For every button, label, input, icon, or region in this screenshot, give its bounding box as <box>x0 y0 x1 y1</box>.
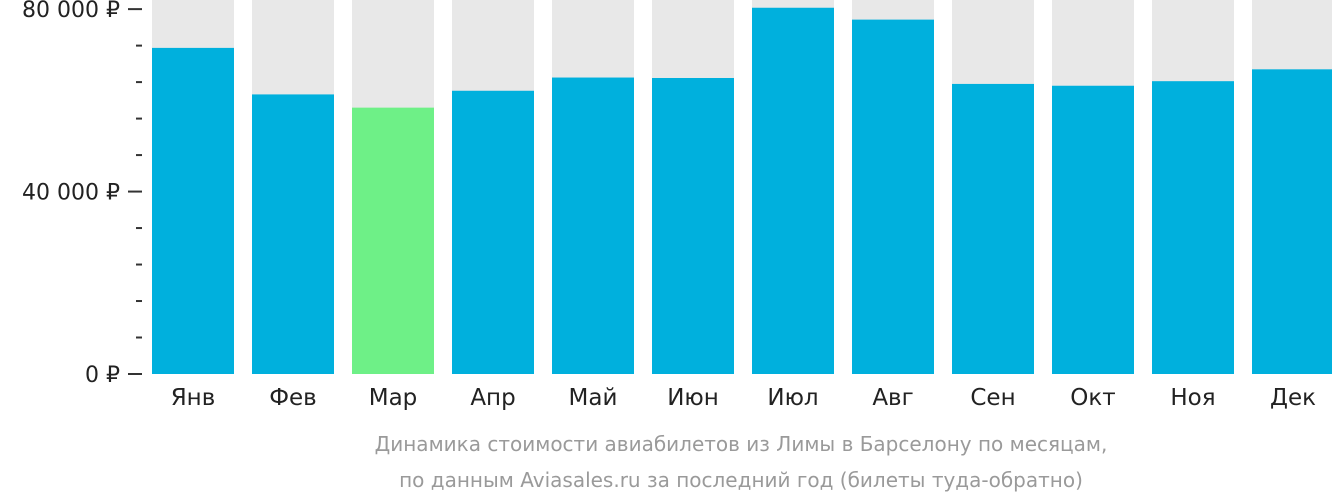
x-tick-label-month-11: Ноя <box>1170 385 1215 411</box>
bar-month-4[interactable] <box>452 90 534 374</box>
bar-month-1[interactable] <box>152 47 234 374</box>
x-axis-labels: Янв Фев Мар Апр Май Июн Июл Авг Сен Окт Ноя Дек <box>171 385 1316 411</box>
bar-month-3[interactable] <box>352 107 434 374</box>
y-tick-label: 40 000 ₽ <box>22 181 120 206</box>
bar-month-10[interactable] <box>1052 85 1134 374</box>
bar-month-6[interactable] <box>652 77 734 375</box>
x-tick-label-month-12: Дек <box>1270 385 1316 411</box>
bar-month-9[interactable] <box>952 83 1034 375</box>
x-tick-label-month-5: Май <box>569 385 618 411</box>
bar-month-5[interactable] <box>552 77 634 374</box>
x-tick-label-month-10: Окт <box>1070 385 1115 411</box>
y-axis: 0 ₽ 40 000 ₽ 80 000 ₽ <box>22 0 142 388</box>
x-tick-label-month-8: Авг <box>872 385 913 411</box>
chart-caption-line-2: по данным Aviasales.ru за последний год … <box>399 468 1083 492</box>
x-tick-label-month-3: Мар <box>369 385 418 411</box>
bar-month-7[interactable] <box>752 7 834 374</box>
x-tick-label-month-6: Июн <box>667 385 719 411</box>
x-tick-label-month-1: Янв <box>171 385 216 411</box>
x-tick-label-month-7: Июл <box>767 385 818 411</box>
y-tick-label: 80 000 ₽ <box>22 0 120 23</box>
bar-month-8[interactable] <box>852 19 934 375</box>
x-tick-label-month-9: Сен <box>970 385 1015 411</box>
chart-caption-line-1: Динамика стоимости авиабилетов из Лимы в… <box>375 432 1108 456</box>
bar-month-11[interactable] <box>1152 81 1234 374</box>
bars <box>152 7 1332 375</box>
y-tick-label: 0 ₽ <box>85 363 120 388</box>
bar-month-2[interactable] <box>252 94 334 374</box>
bar-month-12[interactable] <box>1252 69 1332 374</box>
x-tick-label-month-2: Фев <box>269 385 317 411</box>
x-tick-label-month-4: Апр <box>470 385 515 411</box>
